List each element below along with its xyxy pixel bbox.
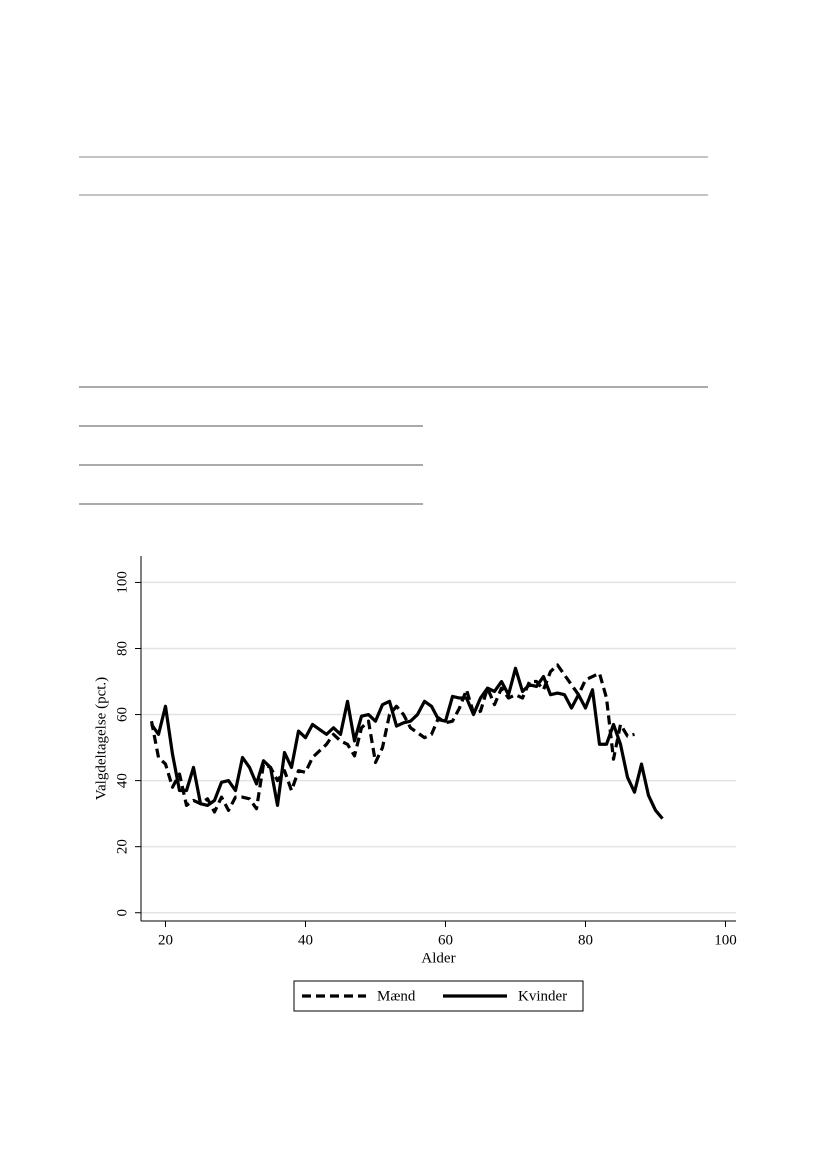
data-line (150, 666, 664, 820)
y-tick-label: 80 (114, 641, 130, 656)
legend-box (293, 980, 584, 1012)
y-axis-title: Valgdeltagelse (pct.) (93, 677, 109, 800)
legend-label: Mænd (377, 988, 416, 1004)
legend-label: Kvinder (518, 988, 567, 1004)
y-tick-label: 40 (114, 773, 130, 788)
y-tick-label: 0 (114, 909, 130, 917)
data-line (149, 663, 635, 814)
x-axis-title: Alder (421, 950, 455, 966)
x-tick-label: 20 (158, 932, 173, 948)
x-tick-label: 100 (714, 932, 737, 948)
y-tick-label: 20 (114, 839, 130, 854)
y-tick-label: 60 (114, 707, 130, 722)
x-tick-label: 40 (298, 932, 313, 948)
chart: 0 20 40 60 80 100 20 40 60 80 100 Alder Valgdeltagel… (93, 556, 737, 1012)
legend: Mænd Kvinder (293, 980, 584, 1012)
y-tick-label: 100 (114, 571, 130, 594)
x-tick-label: 80 (578, 932, 593, 948)
x-tick-label: 60 (438, 932, 453, 948)
document-rules (79, 156, 708, 505)
